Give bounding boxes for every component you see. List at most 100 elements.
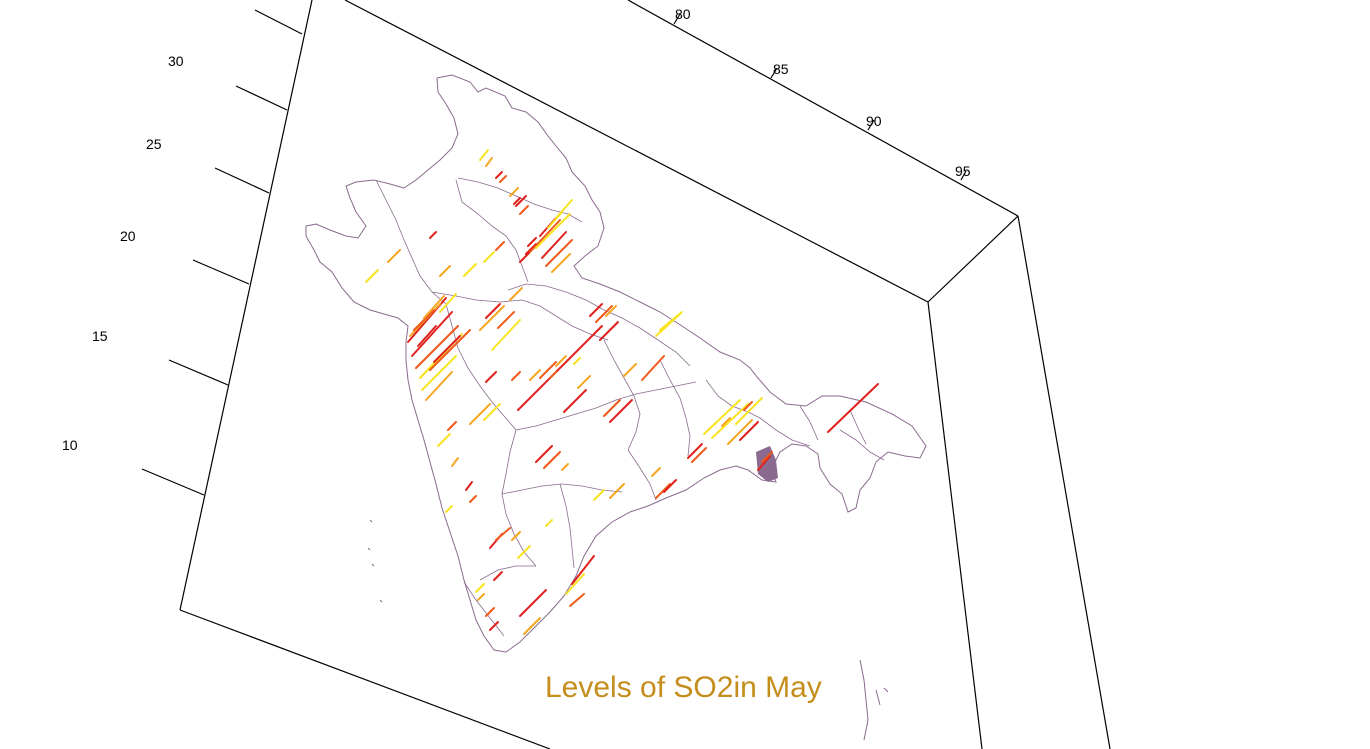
so2-segment — [599, 321, 619, 341]
so2-segment — [491, 319, 521, 351]
lat-tick-mark — [168, 359, 229, 386]
so2-segment — [509, 287, 523, 301]
lat-tick-marks — [141, 9, 303, 496]
frame-right-top-edge — [927, 215, 1019, 303]
so2-segment — [545, 239, 573, 267]
so2-segment — [497, 311, 515, 329]
so2-segment — [485, 157, 493, 167]
so2-segment — [479, 305, 505, 331]
so2-segment — [485, 371, 497, 383]
lon-label-90: 90 — [866, 113, 882, 129]
map-title: Levels of SO2in May — [545, 671, 822, 704]
so2-segment — [477, 593, 485, 601]
frame-left-and-top-edge — [179, 0, 313, 611]
so2-segment — [535, 445, 553, 463]
so2-segment — [495, 241, 505, 251]
so2-segment — [571, 555, 595, 585]
frame-back-top-edge — [627, 0, 1019, 217]
so2-segment — [479, 149, 489, 161]
so2-segment — [605, 305, 617, 317]
so2-segment — [509, 187, 519, 197]
lat-tick-labels: 30 25 20 15 10 — [62, 53, 184, 453]
so2-segment — [727, 419, 753, 445]
so2-segment — [551, 253, 571, 273]
lon-tick-mark — [960, 170, 967, 181]
so2-segment — [555, 199, 573, 219]
so2-segment — [485, 303, 501, 319]
so2-segment — [451, 457, 459, 467]
so2-segment — [387, 249, 401, 263]
so2-segment — [539, 361, 557, 379]
so2-segment — [517, 325, 603, 411]
country-border — [305, 74, 927, 653]
so2-segment — [365, 269, 379, 283]
lat-label-30: 30 — [168, 53, 184, 69]
so2-segment — [543, 451, 561, 469]
so2-segment — [437, 433, 451, 447]
so2-segment — [439, 293, 457, 313]
frame-front-right-edge — [927, 301, 983, 749]
lon-tick-mark — [673, 13, 681, 25]
so2-segment — [527, 237, 537, 247]
lon-tick-mark — [867, 119, 875, 131]
lat-label-20: 20 — [120, 228, 136, 244]
so2-segment — [555, 355, 567, 367]
so2-segment — [447, 421, 457, 431]
so2-segment — [463, 263, 477, 277]
lat-label-25: 25 — [146, 136, 162, 152]
so2-segment — [711, 403, 749, 439]
so2-segment — [429, 329, 471, 371]
so2-segment — [483, 251, 495, 263]
so2-segment — [495, 527, 511, 541]
so2-segment — [609, 399, 633, 423]
so2-segment — [469, 403, 491, 425]
lat-tick-mark — [214, 167, 270, 194]
so2-segment — [529, 219, 561, 253]
so2-segment — [593, 489, 605, 501]
lat-tick-mark — [235, 85, 288, 111]
so2-segment — [519, 205, 529, 215]
so2-segment — [687, 443, 703, 459]
lon-label-80: 80 — [675, 6, 691, 22]
lon-label-85: 85 — [773, 61, 789, 77]
so2-segment — [525, 243, 537, 255]
so2-segment — [413, 309, 435, 331]
so2-segment — [563, 389, 587, 413]
so2-segment — [493, 571, 503, 581]
lon-tick-mark — [770, 67, 778, 79]
so2-segment — [499, 175, 507, 183]
frame-back-right-edge — [1017, 215, 1111, 749]
so2-segment — [529, 369, 541, 381]
so2-segment — [545, 519, 553, 527]
so2-segment — [475, 583, 485, 593]
so2-segment — [757, 455, 771, 471]
lon-tick-marks — [673, 13, 967, 181]
so2-segment — [549, 371, 557, 379]
so2-segment — [445, 505, 453, 513]
lat-tick-mark — [254, 9, 303, 35]
so2-segment — [589, 303, 603, 317]
so2-segment — [523, 617, 541, 635]
so2-segment — [425, 371, 453, 401]
so2-segment — [603, 399, 621, 417]
so2-segment — [515, 195, 527, 207]
so2-segment — [623, 363, 637, 377]
lat-label-10: 10 — [62, 437, 78, 453]
india-outline — [305, 74, 927, 741]
delta-region — [756, 446, 778, 482]
so2-segment — [483, 403, 501, 421]
so2-segment — [519, 251, 531, 263]
so2-segment — [651, 467, 661, 477]
so2-segment — [535, 213, 571, 249]
so2-segment — [417, 325, 437, 347]
so2-segment — [429, 231, 437, 239]
so2-segment — [609, 483, 625, 499]
so2-segment — [655, 483, 671, 499]
so2-segment — [641, 355, 665, 381]
so2-segment — [511, 371, 521, 381]
so2-segment — [739, 421, 759, 441]
so2-segment — [565, 573, 585, 595]
so2-segment — [595, 305, 613, 323]
